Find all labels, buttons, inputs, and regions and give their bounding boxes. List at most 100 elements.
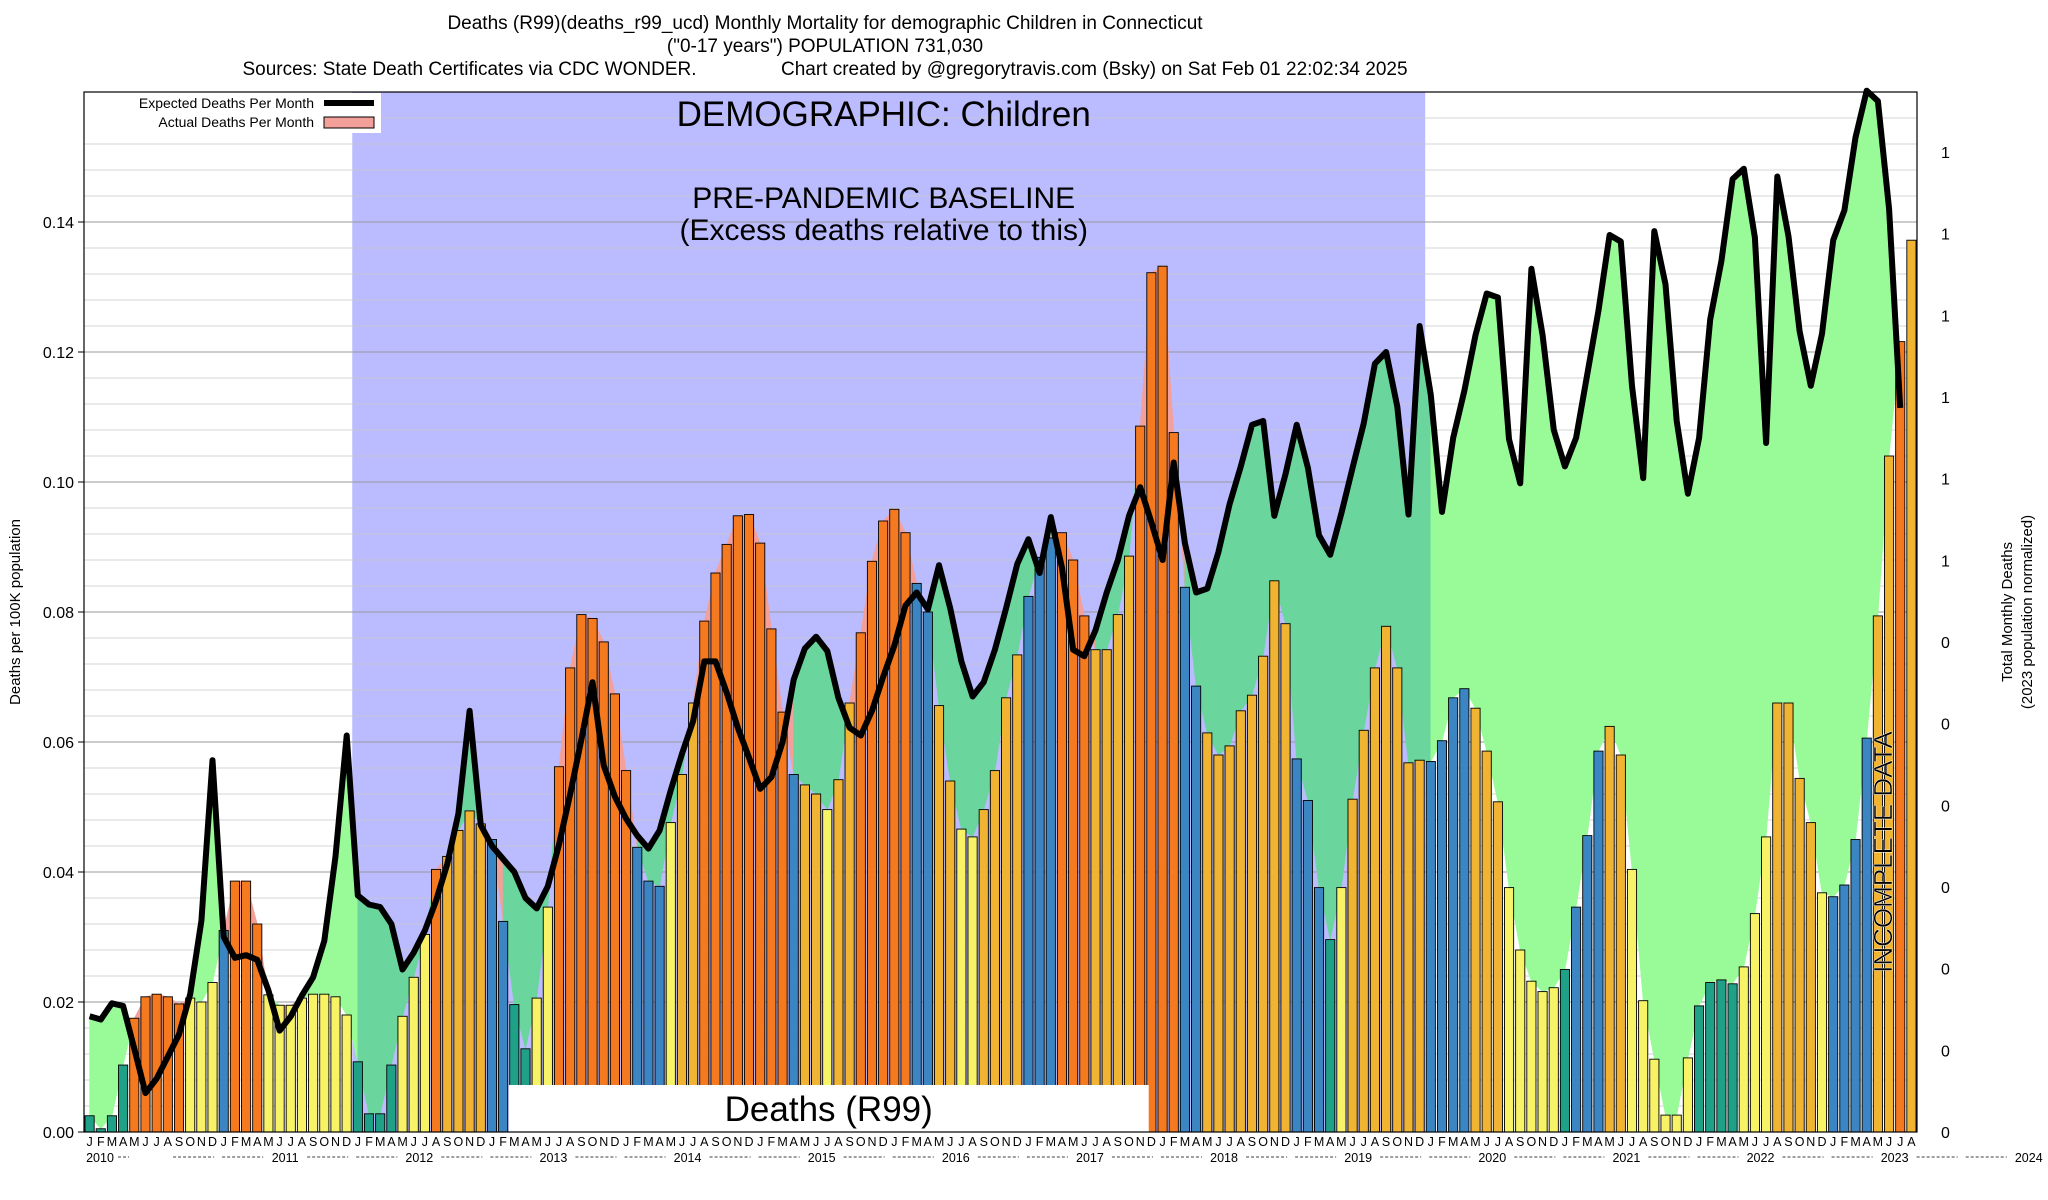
actual-bar [1660, 1114, 1671, 1133]
actual-bar [1314, 887, 1325, 1133]
expected-gap-fill [1575, 374, 1588, 908]
actual-bar [1023, 595, 1034, 1133]
expected-gap-fill [1296, 424, 1309, 801]
actual-bar [1571, 906, 1582, 1133]
month-label: F [1572, 1135, 1580, 1149]
month-label: J [1227, 1135, 1233, 1149]
chart-sources: Sources: State Death Certificates via CD… [242, 59, 1408, 80]
expected-gap-fill [1709, 260, 1722, 983]
actual-bar [1157, 265, 1168, 1133]
right-tick-label: 0 [1941, 635, 1950, 652]
month-label: S [1248, 1135, 1256, 1149]
month-label: J [142, 1135, 148, 1149]
actual-bar [196, 1001, 207, 1133]
chart-title-block: Deaths (R99)(deaths_r99_ucd) Monthly Mor… [0, 12, 1650, 81]
month-label: J [690, 1135, 696, 1149]
month-label: J [1484, 1135, 1490, 1149]
month-label: A [253, 1135, 262, 1149]
y-tick-label: 0.02 [43, 995, 74, 1012]
actual-bar [1001, 697, 1012, 1133]
actual-bar [1694, 1005, 1705, 1133]
year-label: 2012 [405, 1151, 433, 1165]
month-label: F [97, 1135, 105, 1149]
month-label: S [577, 1135, 585, 1149]
year-label: 2015 [808, 1151, 836, 1165]
chart-population: ("0-17 years") POPULATION 731,030 [666, 36, 984, 57]
incomplete-label: INCOMPLETE DATA [1868, 730, 1898, 972]
month-label: A [1058, 1135, 1067, 1149]
actual-bar [1615, 754, 1626, 1133]
month-label: N [1538, 1135, 1547, 1149]
actual-bar [1738, 966, 1749, 1133]
expected-gap-fill [1475, 293, 1487, 752]
actual-bar [598, 641, 609, 1133]
year-label: 2010 [86, 1151, 114, 1165]
actual-bar [1101, 649, 1112, 1133]
month-label: J [288, 1135, 294, 1149]
month-label: A [1907, 1135, 1916, 1149]
year-label: 2021 [1612, 1151, 1640, 1165]
month-label: M [800, 1135, 810, 1149]
actual-bar [922, 611, 933, 1133]
month-label: A [1371, 1135, 1380, 1149]
expected-deaths-line [88, 87, 1904, 1096]
month-label: D [1817, 1135, 1826, 1149]
month-label: D [879, 1135, 888, 1149]
expected-gap-fill [1799, 331, 1812, 823]
actual-bar [1705, 982, 1716, 1133]
month-label: J [757, 1135, 763, 1149]
month-label: O [185, 1135, 195, 1149]
month-label: M [1180, 1135, 1190, 1149]
actual-bar [341, 1014, 352, 1133]
month-label: A [432, 1135, 441, 1149]
month-label: N [1806, 1135, 1815, 1149]
actual-bar [84, 1115, 95, 1133]
month-label: M [1202, 1135, 1212, 1149]
month-label: N [599, 1135, 608, 1149]
actual-bar [1794, 777, 1805, 1133]
actual-bar [1358, 729, 1369, 1133]
month-label: A [924, 1135, 933, 1149]
actual-bar [1626, 868, 1638, 1133]
month-label: J [154, 1135, 160, 1149]
right-tick-label: 1 [1941, 227, 1950, 244]
month-label: F [1841, 1135, 1849, 1149]
actual-bar [1347, 798, 1358, 1133]
expected-gap-fill [1329, 513, 1342, 940]
actual-bar [1649, 1058, 1660, 1133]
month-label: J [1897, 1135, 1903, 1149]
actual-bar [397, 1015, 408, 1133]
actual-bar [1325, 939, 1336, 1133]
month-label: A [1192, 1135, 1201, 1149]
actual-bar [1246, 694, 1258, 1133]
month-label: J [1361, 1135, 1367, 1149]
actual-bar [1269, 580, 1280, 1133]
actual-bar [1839, 884, 1850, 1133]
incomplete-data-region: INCOMPLETE DATA [1868, 730, 1898, 973]
y-tick-label: 0.12 [43, 345, 74, 362]
right-tick-label: 0 [1941, 1043, 1950, 1060]
month-label: S [309, 1135, 317, 1149]
month-label: J [1830, 1135, 1836, 1149]
actual-bar [676, 774, 687, 1133]
month-label: F [365, 1135, 373, 1149]
month-label: M [1850, 1135, 1860, 1149]
month-label: J [1081, 1135, 1087, 1149]
month-label: J [891, 1135, 897, 1149]
actual-bar [1381, 625, 1392, 1133]
actual-bar [844, 702, 855, 1133]
actual-bar [788, 774, 799, 1133]
month-label: S [175, 1135, 183, 1149]
actual-bar [241, 880, 252, 1133]
actual-bar [252, 923, 263, 1133]
actual-bar [1772, 702, 1783, 1133]
actual-bar [140, 996, 151, 1133]
month-label: F [768, 1135, 776, 1149]
actual-bar [1906, 239, 1917, 1133]
actual-bar [1414, 759, 1425, 1133]
month-label: M [375, 1135, 385, 1149]
actual-bar [1403, 762, 1414, 1133]
month-label: A [700, 1135, 709, 1149]
month-label: N [465, 1135, 474, 1149]
actual-bar [766, 628, 777, 1133]
